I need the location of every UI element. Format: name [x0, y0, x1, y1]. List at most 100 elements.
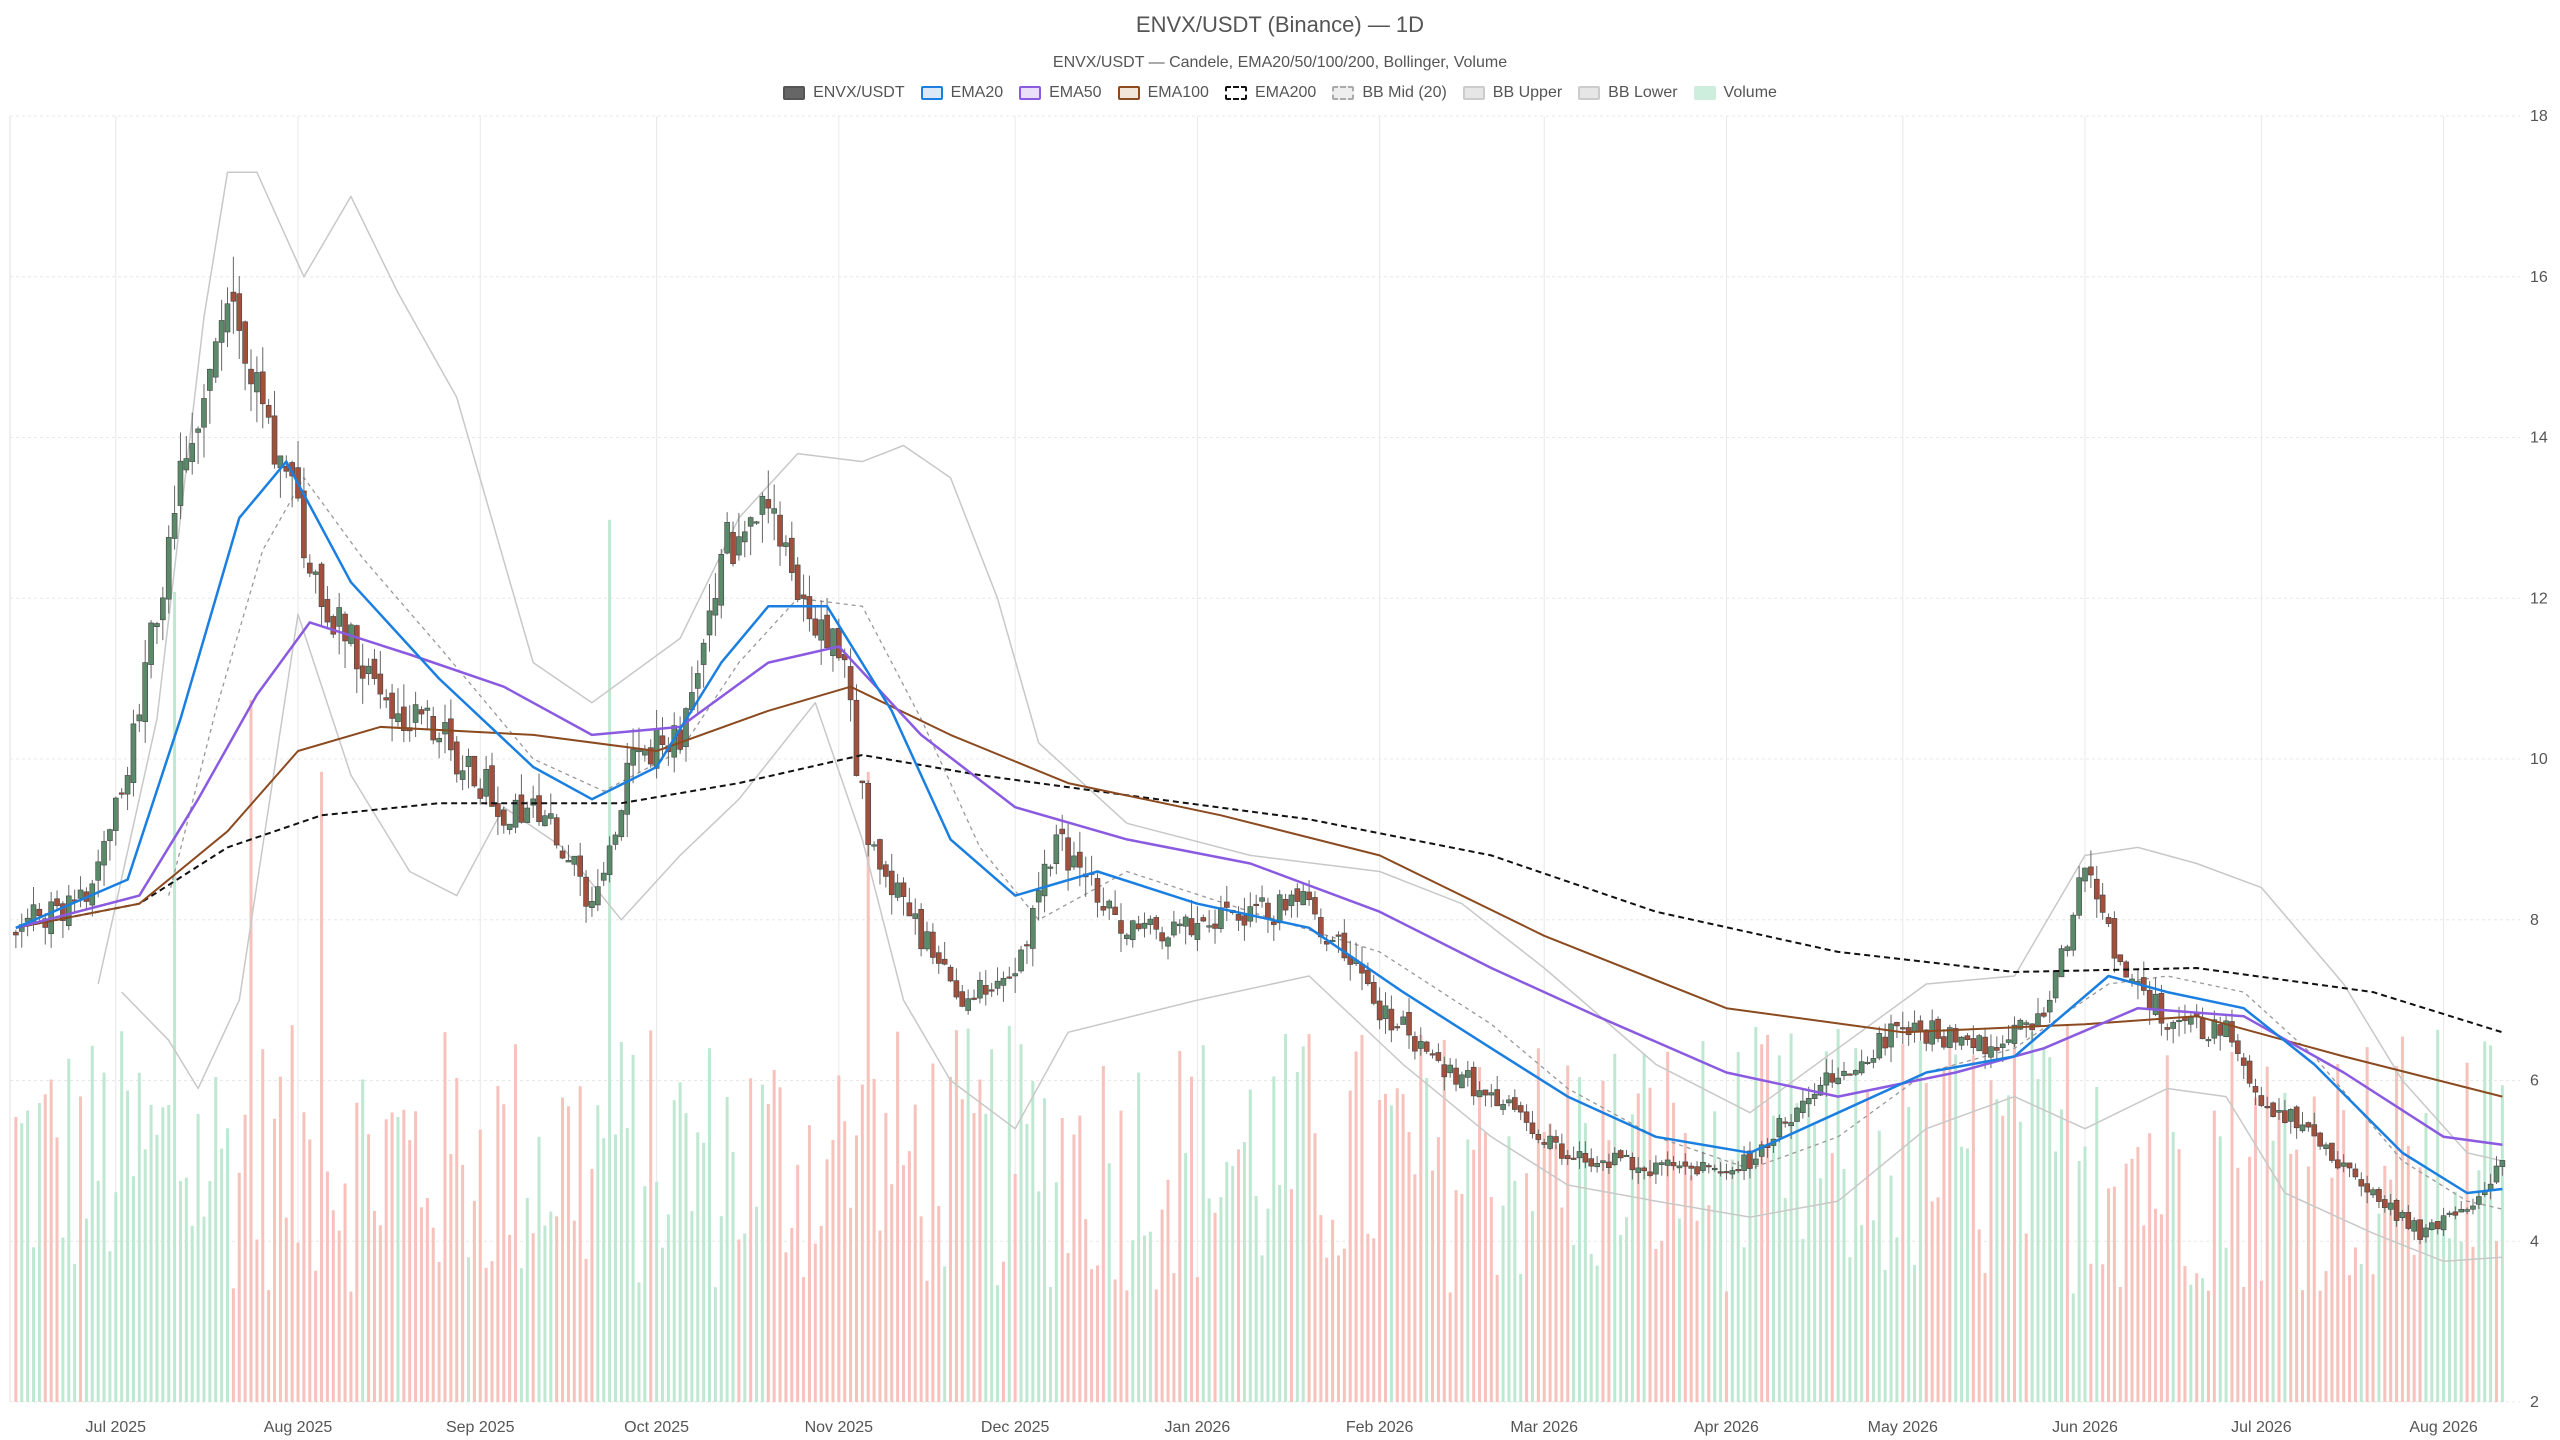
volume-bar	[14, 1117, 18, 1402]
x-tick-label: Feb 2026	[1346, 1419, 1414, 1436]
volume-bar	[2395, 1066, 2399, 1402]
volume-bar	[419, 1207, 423, 1402]
volume-bar	[643, 1186, 647, 1402]
candle-body	[888, 870, 895, 896]
candle-body	[301, 490, 307, 559]
candle-body	[759, 495, 766, 515]
candle-body	[524, 807, 531, 823]
candle-body	[1888, 1023, 1894, 1048]
candle-body	[2070, 914, 2077, 951]
volume-bar	[584, 1258, 588, 1402]
volume-bar	[1401, 1093, 1405, 1402]
legend-item[interactable]: EMA50	[1019, 84, 1102, 102]
candle-body	[148, 622, 154, 665]
candle-body	[1118, 920, 1124, 934]
volume-bar	[1842, 1168, 1846, 1402]
volume-bar	[807, 1125, 811, 1402]
volume-bar	[2048, 1057, 2052, 1402]
volume-bar	[472, 1200, 476, 1402]
volume-bar	[2159, 1214, 2163, 1402]
volume-bar	[2324, 1271, 2328, 1402]
candle-body	[1588, 1158, 1595, 1167]
candle-body	[2364, 1183, 2370, 1193]
candle-body	[2205, 1039, 2212, 1042]
candle-body	[624, 762, 631, 815]
candle-body	[1506, 1099, 1512, 1104]
candle-body	[2429, 1222, 2435, 1231]
volume-bar	[1871, 1220, 1875, 1402]
volume-bar	[1707, 1205, 1711, 1402]
candle-body	[1171, 921, 1177, 936]
volume-bar	[1054, 1182, 1058, 1402]
candle-body	[1970, 1038, 1977, 1049]
candle-body	[1423, 1041, 1430, 1052]
candle-body	[1194, 923, 1201, 940]
volume-bar	[1448, 1292, 1452, 1402]
volume-bar	[2371, 1274, 2375, 1402]
candle-body	[636, 749, 642, 753]
candle-body	[1135, 923, 1142, 930]
legend-item[interactable]: EMA100	[1117, 84, 1209, 102]
volume-bar	[2301, 1290, 2305, 1402]
volume-bar	[2330, 1177, 2334, 1402]
candle-body	[1653, 1162, 1659, 1175]
legend-item[interactable]: EMA20	[920, 84, 1003, 102]
candle-body	[77, 889, 84, 899]
volume-bar	[884, 1113, 888, 1402]
volume-bar	[514, 1044, 518, 1402]
volume-bar	[79, 1096, 83, 1402]
candle-body	[965, 998, 971, 1011]
candle-body	[865, 782, 872, 845]
candle-body	[330, 616, 337, 635]
candle-body	[2158, 993, 2165, 1024]
legend-item[interactable]: BB Lower	[1578, 84, 1678, 102]
volume-bar	[1043, 1098, 1047, 1402]
candle-body	[389, 692, 395, 719]
legend-swatch	[1462, 86, 1485, 100]
candle-body	[2293, 1106, 2300, 1129]
volume-bar	[102, 1072, 106, 1402]
volume-bar	[20, 1123, 24, 1402]
volume-bar	[261, 1049, 265, 1402]
volume-bar	[2312, 1096, 2316, 1402]
candle-body	[36, 908, 43, 917]
volume-bar	[2077, 1161, 2081, 1402]
volume-bar	[1325, 1257, 1329, 1402]
legend-item[interactable]: BB Upper	[1462, 84, 1562, 102]
volume-bar	[1307, 1034, 1311, 1402]
candle-body	[1929, 1020, 1935, 1045]
volume-bar	[2089, 1263, 2093, 1402]
legend-item[interactable]: BB Mid (20)	[1332, 84, 1447, 102]
volume-bar	[1266, 1208, 1270, 1402]
candle-body	[1124, 934, 1130, 940]
candle-body	[871, 844, 877, 847]
legend-label: BB Mid (20)	[1362, 84, 1447, 101]
volume-bar	[2148, 1133, 2152, 1402]
candle-body	[647, 747, 654, 765]
volume-bar	[2336, 1064, 2340, 1402]
volume-bar	[890, 1184, 894, 1402]
legend-item[interactable]: ENVX/USDT	[783, 84, 905, 102]
volume-bar	[2253, 1097, 2257, 1402]
volume-bar	[267, 1290, 271, 1402]
volume-bar	[2130, 1158, 2134, 1402]
candle-body	[1100, 906, 1107, 911]
volume-bar	[1701, 1041, 1705, 1402]
candle-body	[2352, 1168, 2359, 1178]
candle-body	[542, 815, 548, 827]
candle-body	[606, 845, 613, 875]
candle-body	[1000, 978, 1007, 986]
volume-bar	[1460, 1193, 1464, 1402]
volume-bar	[931, 1063, 935, 1402]
volume-bar	[778, 1087, 782, 1402]
legend-item[interactable]: Volume	[1693, 84, 1777, 102]
volume-bar	[1754, 1026, 1758, 1402]
volume-bar	[2212, 1110, 2216, 1402]
candle-body	[753, 521, 760, 524]
volume-bar	[2018, 1121, 2022, 1402]
candle-body	[771, 508, 777, 514]
candle-body	[1676, 1165, 1683, 1169]
legend-item[interactable]: EMA200	[1224, 84, 1316, 102]
candle-body	[1611, 1152, 1618, 1166]
